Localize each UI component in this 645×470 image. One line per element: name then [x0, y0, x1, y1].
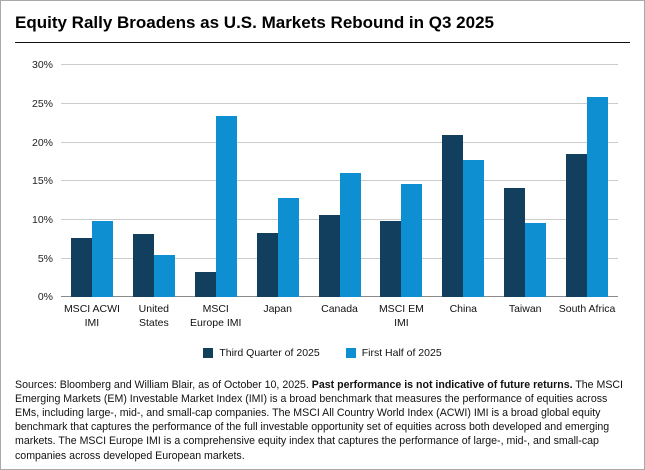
bar — [442, 135, 464, 298]
bar-group — [61, 65, 123, 298]
x-axis-category-label: MSCI EM IMI — [378, 303, 424, 330]
y-axis-tick-label: 30% — [31, 59, 53, 72]
footnote-definitions: The MSCI Emerging Markets (EM) Investabl… — [15, 378, 623, 462]
bar-group — [494, 65, 556, 298]
footnote-disclaimer: Past performance is not indicative of fu… — [311, 378, 573, 391]
bar — [504, 188, 526, 298]
x-axis-labels: MSCI ACWI IMI United States MSCI Europe IM… — [61, 303, 618, 330]
bar — [215, 115, 237, 298]
legend-swatch-third-quarter — [203, 347, 214, 358]
x-axis-category-label: South Africa — [558, 303, 616, 316]
bar — [318, 215, 340, 298]
bar — [153, 254, 175, 298]
legend-swatch-first-half — [345, 347, 356, 358]
x-axis-category-label: China — [449, 303, 477, 316]
legend-item-first-half: First Half of 2025 — [345, 346, 442, 359]
bar — [194, 271, 216, 298]
bar-group — [309, 65, 371, 298]
y-axis-tick-label: 15% — [31, 175, 53, 188]
x-axis-category-label: MSCI Europe IMI — [190, 303, 242, 330]
x-axis-category-label: MSCI ACWI IMI — [63, 303, 120, 330]
x-axis-category-label: United States — [138, 303, 170, 330]
y-axis-tick-label: 10% — [31, 214, 53, 227]
legend: Third Quarter of 2025 First Half of 2025 — [15, 347, 630, 359]
legend-label-third-quarter: Third Quarter of 2025 — [219, 346, 320, 359]
x-axis-category-label: Japan — [263, 303, 292, 316]
x-axis-category-label: Taiwan — [508, 303, 542, 316]
plot-area: 0% 5% 10% 15% 20% 25% 30% — [32, 59, 618, 303]
bar — [525, 223, 547, 298]
legend-label-first-half: First Half of 2025 — [361, 346, 442, 359]
bar-group — [556, 65, 618, 298]
bar — [339, 172, 361, 298]
bar-group — [185, 65, 247, 298]
y-axis-tick-label: 25% — [31, 98, 53, 111]
source-footnote: Sources: Bloomberg and William Blair, as… — [15, 378, 630, 463]
bar — [463, 159, 485, 298]
gridline — [61, 141, 618, 143]
gridline — [61, 64, 618, 66]
bar — [566, 154, 588, 298]
bar-group — [123, 65, 185, 298]
chart: 0% 5% 10% 15% 20% 25% 30% MSCI ACWI IMI United … — [15, 59, 630, 330]
bar-group — [247, 65, 309, 298]
footnote-sources: Sources: Bloomberg and William Blair, as… — [15, 378, 312, 391]
bar-group — [432, 65, 494, 298]
gridline — [61, 103, 618, 105]
bar — [401, 183, 423, 298]
bar — [70, 237, 92, 298]
x-axis-category-label: Canada — [321, 303, 358, 316]
bar — [587, 97, 609, 298]
bar-group — [370, 65, 432, 298]
y-axis-tick-label: 20% — [31, 136, 53, 149]
bar — [380, 220, 402, 298]
page-title: Equity Rally Broadens as U.S. Markets Re… — [15, 11, 630, 44]
bar — [132, 233, 154, 298]
y-axis-tick-label: 5% — [37, 252, 53, 265]
y-axis-tick-label: 0% — [37, 291, 53, 304]
bar — [256, 233, 278, 298]
chart-area: 0% 5% 10% 15% 20% 25% 30% — [15, 59, 630, 303]
bars — [61, 65, 618, 298]
bar — [277, 198, 299, 298]
bar — [91, 220, 113, 298]
legend-item-third-quarter: Third Quarter of 2025 — [203, 346, 320, 359]
